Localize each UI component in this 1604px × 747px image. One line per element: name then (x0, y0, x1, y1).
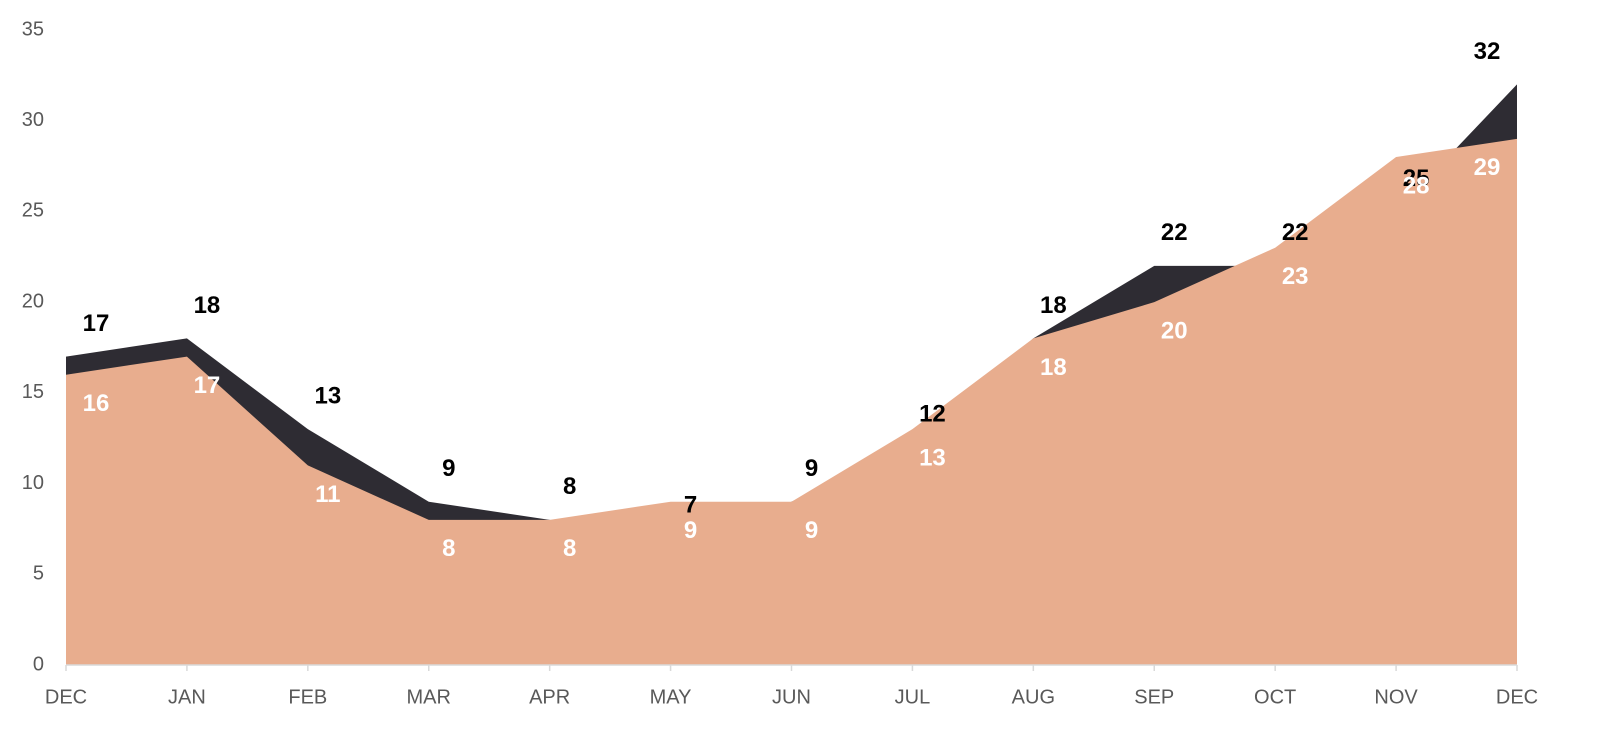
data-label: 18 (1040, 354, 1067, 381)
data-label: 16 (83, 390, 110, 417)
x-tick-label: JUL (895, 686, 931, 708)
data-label: 20 (1161, 317, 1188, 344)
data-label: 18 (1040, 292, 1067, 319)
data-label: 29 (1474, 154, 1501, 181)
y-tick-label: 20 (22, 290, 44, 312)
data-label: 28 (1403, 172, 1430, 199)
y-tick-label: 30 (22, 109, 44, 131)
data-label: 9 (442, 455, 455, 482)
x-tick-label: DEC (1496, 686, 1538, 708)
x-tick-label: DEC (45, 686, 87, 708)
data-label: 9 (805, 455, 818, 482)
data-label: 13 (919, 444, 946, 471)
data-label: 32 (1474, 38, 1501, 65)
data-label: 18 (194, 292, 221, 319)
data-label: 25 (1403, 165, 1430, 192)
x-tick-label: APR (529, 686, 570, 708)
data-label: 23 (1282, 263, 1309, 290)
data-label: 7 (684, 491, 697, 518)
x-tick-label: AUG (1012, 686, 1055, 708)
x-tick-label: JAN (168, 686, 206, 708)
data-label: 17 (194, 372, 221, 399)
area (66, 138, 1517, 665)
data-label: 8 (442, 535, 455, 562)
x-tick-label: JUN (772, 686, 811, 708)
data-label: 12 (919, 401, 946, 428)
y-tick-label: 0 (33, 653, 44, 675)
data-label: 8 (563, 535, 576, 562)
data-label: 22 (1282, 219, 1309, 246)
data-label: 22 (1161, 219, 1188, 246)
y-tick-label: 35 (22, 18, 44, 40)
x-tick-label: MAR (407, 686, 451, 708)
y-tick-label: 5 (33, 563, 44, 585)
x-tick-label: MAY (650, 686, 692, 708)
data-label: 9 (805, 517, 818, 544)
x-tick-label: OCT (1254, 686, 1296, 708)
data-label: 11 (315, 481, 340, 508)
x-tick-label: SEP (1134, 686, 1174, 708)
y-tick-label: 25 (22, 200, 44, 222)
y-tick-label: 15 (22, 381, 44, 403)
data-label: 9 (684, 517, 697, 544)
y-tick-label: 10 (22, 472, 44, 494)
data-label: 13 (314, 382, 341, 409)
data-label: 17 (83, 310, 110, 337)
data-label: 8 (563, 473, 576, 500)
x-tick-label: NOV (1374, 686, 1418, 708)
x-tick-label: FEB (288, 686, 327, 708)
